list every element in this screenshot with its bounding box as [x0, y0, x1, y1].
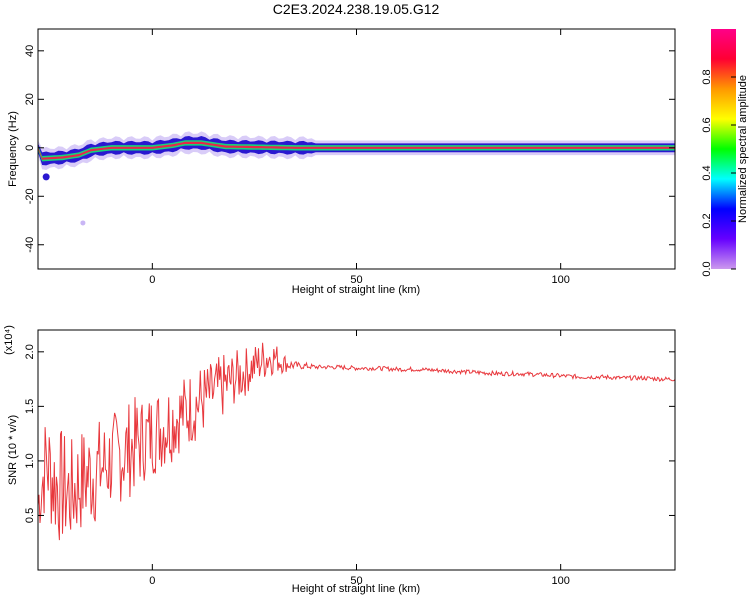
snr-ticks: 0 50 100 0.5 1.0 1.5 2.0 — [24, 330, 675, 587]
x-tick-label: 50 — [350, 575, 362, 587]
snr-series — [37, 342, 676, 541]
colorbar-tick-label: 0.0 — [701, 261, 713, 276]
y-tick-label: 1.0 — [24, 453, 36, 468]
snr-panel: 0 50 100 0.5 1.0 1.5 2.0 Height of straight li… — [3, 325, 676, 595]
spectrogram-panel: 0 50 100 -40 -20 0 20 40 Height of straight lin… — [7, 28, 676, 296]
snr-x-axis-label: Height of straight line (km) — [292, 583, 420, 595]
y-tick-label: 1.5 — [24, 399, 36, 414]
spectrogram-outlier-point — [42, 173, 50, 181]
x-tick-label: 50 — [350, 274, 362, 286]
spectrogram-x-axis-label: Height of straight line (km) — [292, 284, 420, 296]
colorbar-tick-label: 0.2 — [701, 213, 713, 228]
x-tick-label: 0 — [149, 274, 155, 286]
colorbar-tick-label: 0.6 — [701, 117, 713, 132]
x-tick-label: 100 — [551, 575, 569, 587]
y-tick-label: 20 — [24, 93, 36, 105]
y-tick-label: -20 — [24, 188, 36, 204]
snr-plot-area — [38, 330, 675, 570]
spectrogram-mid-band — [38, 140, 675, 162]
spectrogram-y-axis-label: Frequency (Hz) — [7, 111, 19, 187]
snr-series-line — [37, 342, 676, 541]
colorbar-label: Normalized spectral amplitude — [737, 75, 749, 223]
x-tick-label: 0 — [149, 575, 155, 587]
y-tick-label: 2.0 — [24, 344, 36, 359]
y-tick-label: -40 — [24, 237, 36, 253]
colorbar-gradient — [711, 29, 736, 269]
colorbar-tick-label: 0.8 — [701, 69, 713, 84]
x-tick-label: 100 — [551, 274, 569, 286]
colorbar-ticks: 0.0 0.2 0.4 0.6 0.8 — [701, 69, 736, 277]
y-tick-label: 0 — [24, 145, 36, 151]
colorbar: 0.0 0.2 0.4 0.6 0.8 Normalized spectral ampl… — [701, 29, 749, 277]
y-tick-label: 0.5 — [24, 508, 36, 523]
snr-y-axis-label: SNR (10 * v/v) — [7, 415, 19, 485]
snr-y-multiplier: (x10⁴) — [3, 325, 15, 355]
figure-title: C2E3.2024.238.19.05.G12 — [273, 1, 440, 17]
spectrogram-amplitude-band — [38, 131, 675, 226]
spectrogram-outlier-point — [80, 220, 86, 226]
y-tick-label: 40 — [24, 45, 36, 57]
spectrogram-ticks: 0 50 100 -40 -20 0 20 40 — [24, 29, 675, 286]
colorbar-tick-label: 0.4 — [701, 165, 713, 180]
